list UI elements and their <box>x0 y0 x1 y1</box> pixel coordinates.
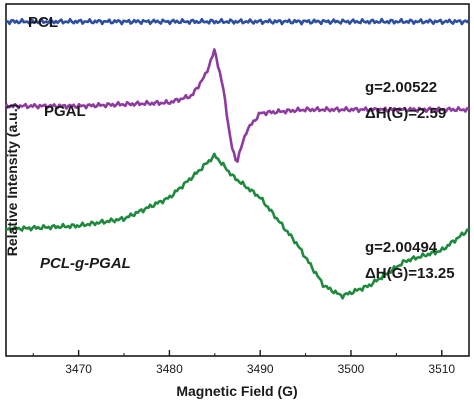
x-axis-title: Magnetic Field (G) <box>176 383 297 399</box>
series-line-pcl-g-pgal <box>5 152 470 300</box>
pcl-g-pgal-linewidth: ΔH(G)=13.25 <box>365 265 455 282</box>
series-label-pcl-g-pgal: PCL-g-PGAL <box>40 255 131 272</box>
x-tick-label: 3510 <box>428 362 455 376</box>
pgal-g-value: g=2.00522 <box>365 79 437 96</box>
series-label-pcl: PCL <box>28 14 58 31</box>
x-tick-label: 3490 <box>247 362 274 376</box>
series-line-pcl <box>5 17 470 26</box>
pgal-linewidth: ΔH(G)=2.59 <box>365 105 446 122</box>
series-lines <box>4 17 470 300</box>
series-line-pgal <box>4 48 470 163</box>
x-tick-label: 3500 <box>338 362 365 376</box>
plot-frame <box>5 3 470 357</box>
y-axis-title: Relative Intensity (a.u.) <box>4 104 20 256</box>
pcl-g-pgal-g-value: g=2.00494 <box>365 239 438 256</box>
x-tick-label: 3480 <box>156 362 183 376</box>
series-label-pgal: PGAL <box>44 103 86 120</box>
x-axis-ticks: 3470 3480 3490 3500 3510 <box>32 350 455 376</box>
x-tick-label: 3470 <box>65 362 92 376</box>
